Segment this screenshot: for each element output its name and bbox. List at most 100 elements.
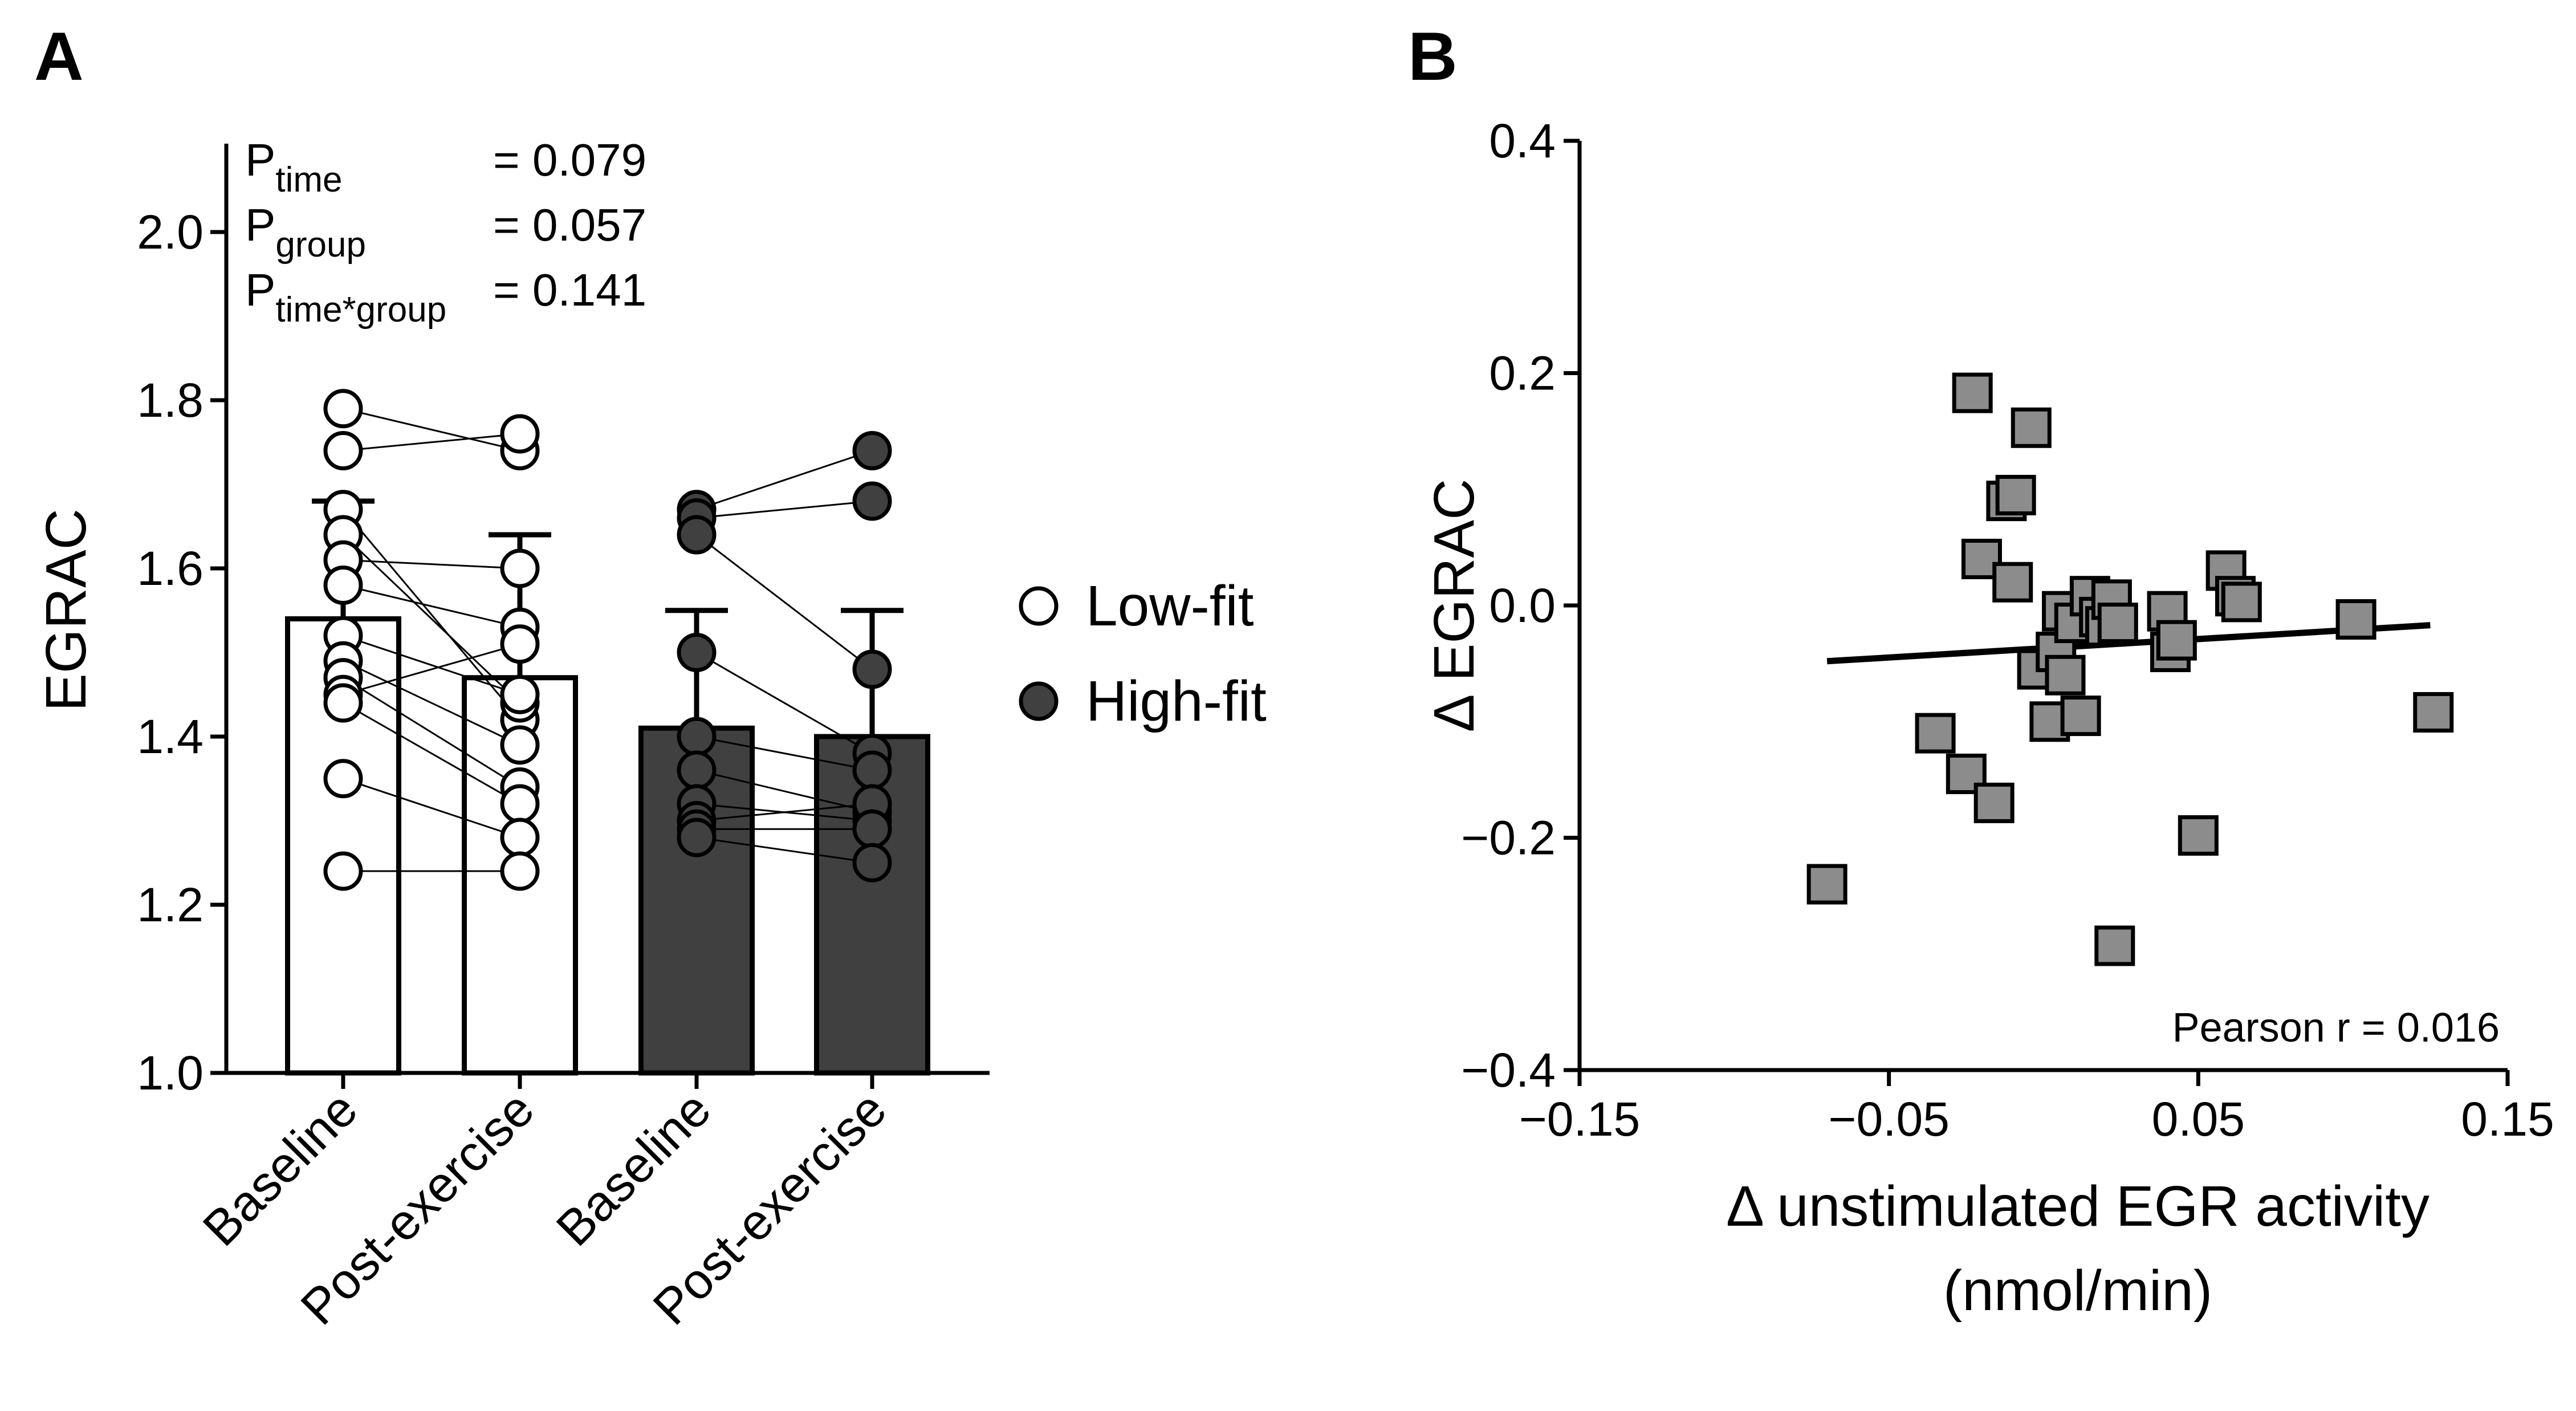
scatter-point-1 — [1915, 713, 1956, 754]
a-y-tick-label-0: 1.0 — [137, 1046, 204, 1100]
low-fit-pair-line-8 — [343, 677, 520, 788]
b-x-tick-label-2: 0.05 — [2152, 1092, 2245, 1146]
high-fit-post-point-0 — [852, 431, 892, 470]
low-fit-baseline-point-12 — [323, 851, 363, 891]
a-y-tick-label-4: 1.8 — [137, 373, 204, 427]
b-y-tick-label-3: 0.2 — [1489, 347, 1556, 400]
low-fit-pair-line-4 — [343, 559, 520, 570]
panel-a-bars — [285, 616, 930, 1076]
stat-value-2: = 0.141 — [493, 265, 646, 315]
low-fit-post-point-1 — [500, 414, 540, 454]
low-fit-baseline-point-1 — [323, 431, 363, 470]
a-x-tick-label-2: Baseline — [546, 1080, 722, 1257]
panel-a-legend: Low-fit High-fit — [1019, 574, 1267, 733]
panel-b-regression — [1826, 622, 2431, 665]
scatter-point-21 — [2097, 603, 2138, 644]
b-y-tick-label-4: 0.4 — [1489, 114, 1556, 168]
scatter-point-7 — [1992, 562, 2033, 603]
scatter-point-14 — [2045, 654, 2086, 696]
low-fit-post-point-6 — [500, 674, 540, 714]
low-fit-post-point-11 — [500, 818, 540, 857]
legend-marker-0 — [1019, 586, 1059, 626]
panel-b-x-axis-title-line1: Δ unstimulated EGR activity — [1726, 1174, 2430, 1238]
high-fit-pair-line-1 — [696, 500, 873, 519]
panel-a-points — [323, 389, 892, 891]
stat-value-1: = 0.057 — [493, 200, 646, 250]
scatter-point-16 — [2060, 696, 2101, 737]
scatter-point-25 — [2156, 620, 2197, 661]
low-fit-post-point-7 — [500, 725, 540, 765]
b-y-tick-label-1: −0.2 — [1461, 811, 1556, 865]
low-fit-pair-line-7 — [343, 660, 520, 746]
low-fit-baseline-point-0 — [323, 389, 363, 429]
high-fit-post-point-2 — [852, 649, 892, 689]
low-fit-post-point-4 — [500, 548, 540, 588]
high-fit-pair-line-3 — [696, 652, 873, 754]
b-y-tick-label-2: 0.0 — [1489, 579, 1556, 632]
legend-marker-1 — [1019, 681, 1059, 721]
low-fit-baseline-point-10 — [323, 683, 363, 723]
high-fit-baseline-point-9 — [677, 818, 717, 857]
scatter-point-8 — [1995, 474, 2036, 515]
low-fit-post-point-10 — [500, 784, 540, 824]
b-x-tick-label-1: −0.05 — [1828, 1092, 1950, 1146]
a-y-tick-label-1: 1.2 — [137, 878, 204, 932]
low-fit-baseline-point-11 — [323, 759, 363, 799]
panel-a: A 1.01.21.41.61.82.0BaselinePost-exercis… — [34, 18, 1267, 1335]
stat-label-2: Ptime*group — [245, 265, 446, 330]
low-fit-pair-line-10 — [343, 702, 520, 805]
stat-value-0: = 0.079 — [493, 135, 646, 185]
high-fit-baseline-point-2 — [677, 515, 717, 555]
high-fit-pair-line-0 — [696, 450, 873, 511]
low-fit-pair-line-6 — [343, 635, 520, 696]
low-fit-post-point-9 — [500, 624, 540, 664]
panel-a-pair-lines — [342, 408, 873, 872]
a-y-tick-label-5: 2.0 — [137, 205, 204, 259]
panel-a-y-axis-title: EGRAC — [34, 509, 98, 711]
low-fit-pair-line-5 — [343, 584, 520, 628]
low-fit-pair-line-9 — [343, 643, 520, 696]
stat-label-0: Ptime — [245, 135, 343, 200]
scatter-point-30 — [2335, 599, 2376, 640]
low-fit-post-point-12 — [500, 851, 540, 891]
high-fit-pair-line-2 — [696, 534, 873, 670]
stat-label-1: Pgroup — [245, 200, 366, 265]
scatter-point-5 — [1973, 782, 2015, 823]
high-fit-pair-line-4 — [696, 735, 873, 771]
scatter-point-0 — [1806, 864, 1847, 905]
panel-a-axes — [224, 144, 990, 1075]
b-x-tick-label-3: 0.15 — [2461, 1092, 2554, 1146]
high-fit-baseline-point-5 — [677, 750, 717, 790]
high-fit-pair-line-9 — [696, 836, 873, 864]
low-fit-pair-line-0 — [343, 408, 520, 452]
panel-b: B −0.4 −0.2 0.0 0.2 0.4 −0.15 −0.05 0.05 0.15 Δ … — [1408, 18, 2554, 1323]
scatter-point-26 — [2178, 815, 2219, 856]
b-x-tick-label-0: −0.15 — [1519, 1092, 1641, 1146]
high-fit-post-point-8 — [852, 809, 892, 849]
legend-label-1: High-fit — [1086, 669, 1267, 733]
panel-b-annotation: Pearson r = 0.016 — [2172, 1005, 2500, 1051]
high-fit-pair-line-7 — [696, 803, 873, 822]
low-fit-baseline-point-5 — [323, 566, 363, 605]
panel-b-x-axis-title-line2: (nmol/min) — [1943, 1259, 2212, 1323]
low-fit-pair-line-1 — [343, 433, 520, 452]
panel-b-points — [1806, 372, 2454, 966]
scatter-point-9 — [2011, 407, 2052, 448]
high-fit-baseline-point-3 — [677, 633, 717, 672]
regression-line — [1826, 622, 2431, 665]
a-y-tick-label-2: 1.4 — [137, 710, 204, 763]
b-y-tick-label-0: −0.4 — [1461, 1043, 1556, 1097]
bar-3 — [814, 734, 930, 1076]
panel-b-label: B — [1408, 18, 1458, 95]
panel-b-ticks: −0.4 −0.2 0.0 0.2 0.4 −0.15 −0.05 0.05 0.15 — [1461, 114, 2554, 1146]
panel-a-label: A — [34, 18, 84, 95]
panel-b-y-axis-title: Δ EGRAC — [1422, 479, 1486, 733]
high-fit-baseline-point-4 — [677, 717, 717, 757]
high-fit-post-point-1 — [852, 481, 892, 521]
panel-a-stats: Ptime = 0.079 Pgroup = 0.057 Ptime*group = 0.… — [245, 135, 646, 330]
scatter-point-29 — [2221, 582, 2262, 623]
a-x-tick-label-0: Baseline — [192, 1080, 368, 1257]
a-y-tick-label-3: 1.6 — [137, 542, 204, 595]
scatter-point-31 — [2413, 692, 2454, 733]
